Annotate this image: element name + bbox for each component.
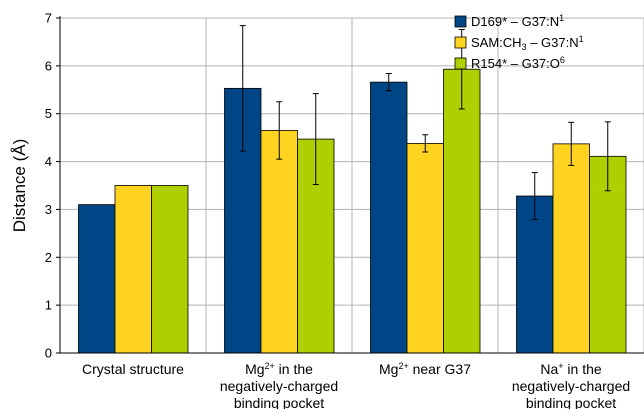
error-bar-s1-c2 bbox=[422, 134, 429, 153]
error-bar-s2-c1 bbox=[312, 93, 319, 186]
bar-s1-c1 bbox=[260, 130, 298, 354]
x-category-label: Na+ in the bbox=[540, 361, 602, 377]
y-tick-label: 1 bbox=[45, 298, 52, 313]
error-bar-s1-c3 bbox=[568, 121, 575, 166]
x-category-label: negatively-charged bbox=[220, 378, 338, 394]
x-category-labels: Crystal structure Mg2+ in thenegatively-c… bbox=[82, 361, 630, 409]
x-category-label: Mg2+ in the bbox=[245, 361, 313, 377]
y-tick-label: 0 bbox=[45, 346, 52, 361]
y-tick-label: 7 bbox=[45, 11, 52, 26]
legend-swatch-1 bbox=[454, 36, 467, 49]
error-bar-s0-c3 bbox=[531, 172, 538, 220]
bar-s1-c2 bbox=[406, 142, 444, 354]
bar-s1-c0 bbox=[114, 185, 152, 354]
error-bar-s2-c3 bbox=[604, 121, 611, 192]
y-tick-label: 6 bbox=[45, 58, 52, 73]
bars-group bbox=[78, 68, 627, 354]
legend-swatch-0 bbox=[454, 15, 467, 28]
x-category-label: Mg2+ near G37 bbox=[379, 361, 471, 377]
error-bar-s1-c1 bbox=[276, 101, 283, 160]
bar-s0-c0 bbox=[78, 204, 116, 354]
bar-s1-c3 bbox=[552, 143, 590, 354]
bar-s0-c3 bbox=[516, 195, 554, 354]
y-axis-title: Distance (Å) bbox=[10, 139, 29, 233]
x-category-label: Crystal structure bbox=[82, 361, 184, 377]
y-tick-label: 3 bbox=[45, 202, 52, 217]
legend: D169* – G37:N1 SAM:CH3 – G37:N1 R154* – G3… bbox=[454, 13, 584, 71]
x-category-label: negatively-charged bbox=[512, 378, 630, 394]
x-category-label: binding pocket bbox=[234, 395, 324, 409]
legend-swatch-2 bbox=[454, 57, 467, 70]
bar-s0-c2 bbox=[370, 81, 408, 354]
error-bar-s0-c2 bbox=[385, 73, 392, 92]
y-tick-label: 2 bbox=[45, 250, 52, 265]
bar-s2-c0 bbox=[151, 185, 189, 354]
axes bbox=[56, 16, 644, 354]
legend-label-2: R154* – G37:O6 bbox=[471, 55, 565, 71]
bar-s2-c2 bbox=[443, 68, 481, 354]
x-category-label: binding pocket bbox=[526, 395, 616, 409]
legend-label-1: SAM:CH3 – G37:N1 bbox=[471, 34, 584, 52]
y-tick-label: 5 bbox=[45, 106, 52, 121]
error-bar-s0-c1 bbox=[239, 25, 246, 152]
y-tick-labels: 0 1 2 3 4 5 6 7 bbox=[45, 11, 52, 361]
y-tick-label: 4 bbox=[45, 154, 52, 169]
legend-label-0: D169* – G37:N1 bbox=[471, 13, 564, 29]
